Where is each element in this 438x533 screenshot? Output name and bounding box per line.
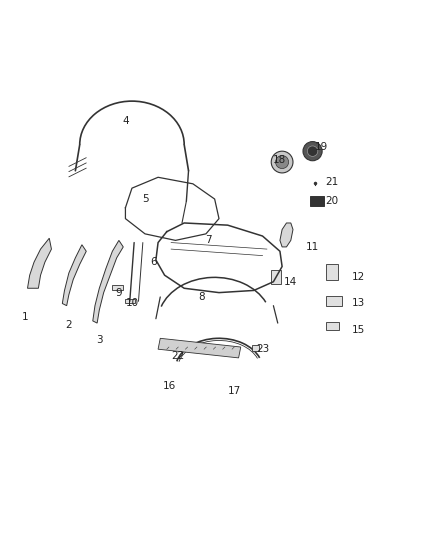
Text: 14: 14: [284, 277, 297, 287]
Polygon shape: [93, 240, 123, 323]
Text: 2: 2: [66, 320, 72, 330]
Text: 4: 4: [122, 116, 129, 126]
Text: 20: 20: [325, 196, 339, 206]
Text: 10: 10: [125, 298, 138, 309]
Text: 1: 1: [22, 312, 28, 321]
Polygon shape: [158, 338, 241, 358]
FancyBboxPatch shape: [325, 296, 342, 305]
Circle shape: [271, 151, 293, 173]
Text: 9: 9: [116, 288, 122, 297]
Text: 11: 11: [306, 242, 319, 252]
Text: 16: 16: [162, 381, 176, 391]
Text: 7: 7: [205, 236, 212, 245]
Polygon shape: [62, 245, 86, 305]
Text: 6: 6: [150, 257, 157, 267]
Text: 5: 5: [142, 194, 148, 204]
Text: 12: 12: [352, 272, 365, 282]
Text: 13: 13: [352, 298, 365, 309]
Circle shape: [307, 146, 318, 156]
Text: 21: 21: [325, 176, 339, 187]
FancyBboxPatch shape: [113, 285, 123, 290]
Text: 18: 18: [273, 155, 286, 165]
Polygon shape: [28, 238, 51, 288]
FancyBboxPatch shape: [325, 264, 338, 279]
FancyBboxPatch shape: [125, 299, 135, 303]
Text: 23: 23: [256, 344, 269, 354]
FancyBboxPatch shape: [252, 345, 259, 351]
FancyBboxPatch shape: [271, 270, 281, 284]
Text: 22: 22: [171, 351, 184, 361]
FancyBboxPatch shape: [325, 322, 339, 329]
Circle shape: [303, 142, 322, 161]
Text: 15: 15: [352, 325, 365, 335]
Polygon shape: [280, 223, 293, 247]
FancyBboxPatch shape: [311, 196, 324, 206]
Text: 19: 19: [314, 142, 328, 152]
Text: 17: 17: [228, 385, 241, 395]
Circle shape: [276, 156, 289, 168]
Text: 3: 3: [96, 335, 102, 345]
Text: 8: 8: [198, 292, 205, 302]
